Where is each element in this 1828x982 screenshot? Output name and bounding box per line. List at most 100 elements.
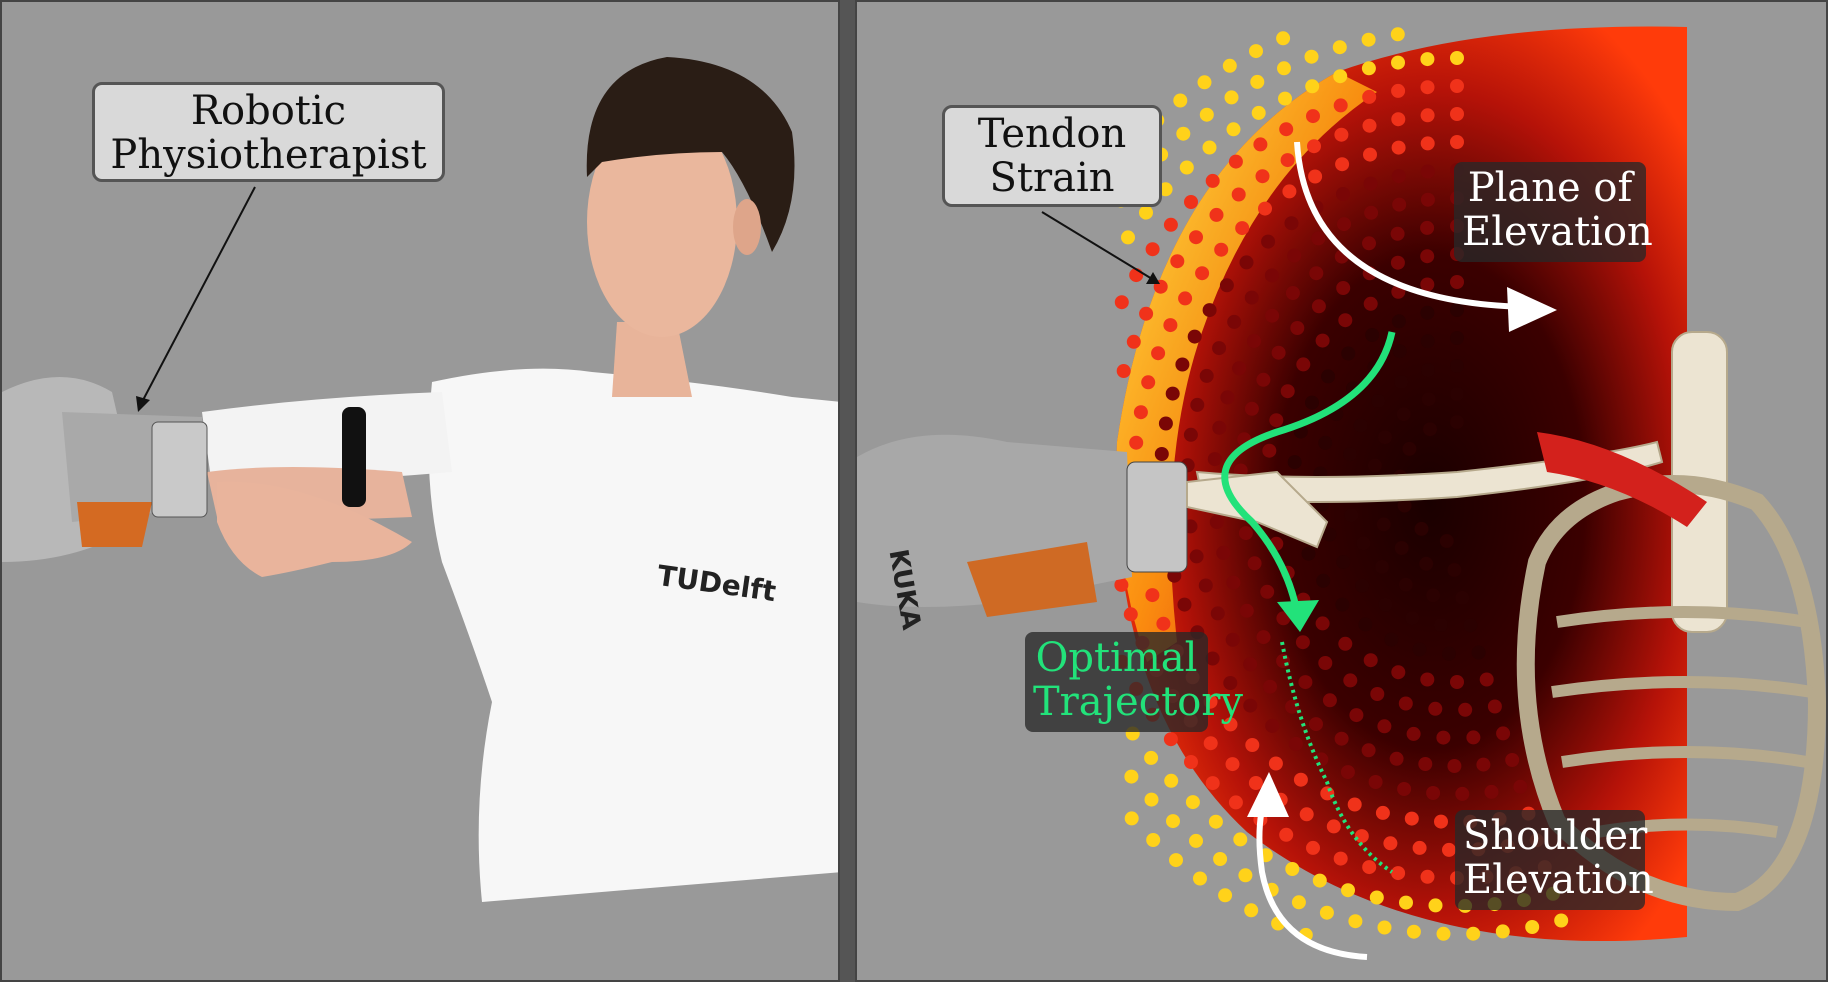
strain-dot xyxy=(1364,205,1379,220)
strain-dot xyxy=(1306,840,1320,855)
strain-dot xyxy=(1271,345,1286,360)
strain-dot xyxy=(1190,397,1205,412)
strain-dot xyxy=(1146,833,1161,847)
strain-dot xyxy=(1232,361,1247,376)
strain-dot xyxy=(1450,675,1464,689)
strain-dot xyxy=(1367,458,1382,473)
wrist-strap xyxy=(342,407,366,507)
strain-dot xyxy=(1269,413,1284,428)
strain-dot xyxy=(1213,852,1228,866)
strain-dot xyxy=(1203,736,1218,751)
strain-dot xyxy=(1399,895,1413,910)
rib xyxy=(1556,606,1808,628)
strain-dot xyxy=(1447,563,1462,577)
strain-dot xyxy=(1319,905,1334,920)
strain-dot xyxy=(1495,924,1510,939)
strain-dot xyxy=(1293,772,1308,787)
strain-dot xyxy=(1187,329,1202,344)
strain-dot xyxy=(1314,752,1329,767)
strain-dot xyxy=(1487,699,1502,714)
strain-dot xyxy=(1377,719,1392,734)
strain-dot xyxy=(1361,61,1376,76)
strain-dot xyxy=(1420,334,1435,349)
strain-dot xyxy=(1391,55,1405,70)
strain-dot xyxy=(1222,58,1237,73)
strain-dot xyxy=(1121,230,1135,245)
strain-dot xyxy=(1496,726,1511,741)
strain-dot xyxy=(1353,418,1368,433)
trajectory-arrowhead xyxy=(1277,600,1319,632)
strain-dot xyxy=(1368,775,1383,789)
strain-dot xyxy=(1348,914,1363,929)
strain-dot xyxy=(1205,651,1220,666)
strain-dot xyxy=(1223,717,1238,732)
strain-dot xyxy=(1263,679,1277,694)
strain-dot xyxy=(1322,693,1337,708)
hand xyxy=(217,481,412,577)
strain-dot xyxy=(1214,242,1229,257)
strain-dot xyxy=(1212,420,1227,435)
strain-dot xyxy=(1390,226,1405,241)
strain-dot xyxy=(1199,107,1214,122)
strain-dot xyxy=(1209,515,1224,529)
strain-dot xyxy=(1209,207,1224,222)
face xyxy=(587,107,737,337)
strain-dot xyxy=(1426,786,1441,800)
photo-illustration xyxy=(2,57,838,902)
strain-dot xyxy=(1391,83,1406,98)
strain-dot xyxy=(1333,98,1348,113)
strain-dot xyxy=(1202,303,1217,318)
strain-dot xyxy=(1436,730,1451,745)
strain-dot xyxy=(1265,308,1280,323)
strain-dot xyxy=(1145,588,1160,603)
strain-dot xyxy=(1139,306,1154,321)
kuka-orange-joint xyxy=(967,542,1097,617)
rib xyxy=(1561,746,1808,768)
strain-dot xyxy=(1133,405,1148,420)
strain-dot xyxy=(1301,546,1316,561)
strain-dot xyxy=(1420,249,1435,264)
strain-dot xyxy=(1439,534,1454,548)
shoulder-line-2: Elevation xyxy=(1463,857,1654,903)
strain-dot xyxy=(1338,313,1353,328)
strain-dot xyxy=(1355,578,1370,593)
strain-dot xyxy=(1164,773,1179,788)
strain-dot xyxy=(1295,635,1310,650)
strain-dot xyxy=(1197,75,1212,90)
strain-dot xyxy=(1405,611,1420,626)
humerus-bone xyxy=(1195,440,1664,503)
strain-dot xyxy=(1396,407,1411,422)
strain-dot xyxy=(1277,61,1291,76)
strain-dot xyxy=(1296,357,1311,372)
strain-dot xyxy=(1185,795,1200,810)
strain-dot xyxy=(1114,577,1129,592)
strain-dot xyxy=(1278,91,1292,106)
strain-dot xyxy=(1347,797,1362,812)
strain-dot xyxy=(1177,597,1192,612)
strain-dot xyxy=(1505,753,1520,767)
strain-dot xyxy=(1333,69,1348,84)
strain-dot xyxy=(1285,862,1300,876)
strain-dot xyxy=(1362,89,1377,104)
strain-dot xyxy=(1418,757,1433,771)
strain-dot xyxy=(1420,869,1435,884)
strain-dot xyxy=(1406,726,1421,741)
strain-dot xyxy=(1318,435,1333,450)
strain-dot xyxy=(1225,757,1240,772)
strain-dot xyxy=(1428,701,1443,716)
strain-dot xyxy=(1158,416,1173,431)
strain-dot xyxy=(1554,913,1569,928)
strain-dot xyxy=(1205,776,1220,791)
strain-dot xyxy=(1256,372,1271,387)
strain-dot xyxy=(1362,236,1376,251)
strain-dot xyxy=(1311,299,1326,314)
tendon-pointer-arrowhead xyxy=(1146,272,1160,284)
label-line-2: Physiotherapist xyxy=(110,132,427,178)
shoulder-arrowhead xyxy=(1247,772,1289,817)
strain-dot xyxy=(1256,630,1271,645)
strain-dot xyxy=(1193,871,1207,886)
strain-dot xyxy=(1376,517,1391,532)
strain-dot xyxy=(1245,738,1260,752)
strain-dot xyxy=(1176,126,1191,141)
strain-dot xyxy=(1212,341,1227,356)
